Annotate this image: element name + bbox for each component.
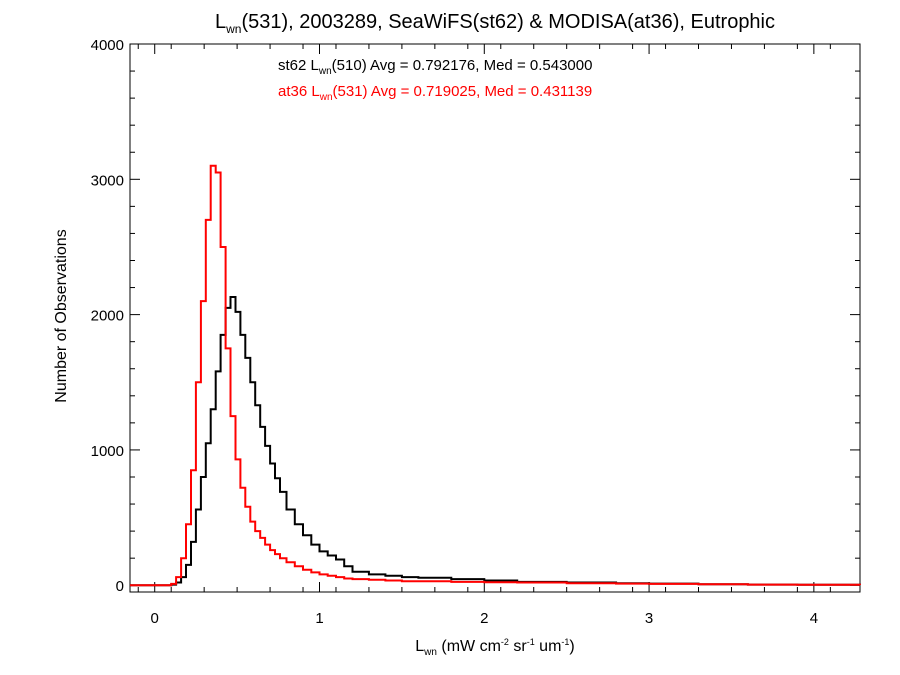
y-tick-label: 3000 <box>91 172 124 189</box>
x-axis-label: Lwn (mW cm-2 sr-1 um-1) <box>415 637 575 658</box>
x-tick-label: 3 <box>645 610 653 627</box>
plot-frame <box>129 43 861 593</box>
y-tick-label: 4000 <box>91 37 124 54</box>
st62-stats-sub: wn <box>318 66 332 77</box>
x-axis-label-p2: sr <box>509 638 527 655</box>
chart-title-rest: (531), 2003289, SeaWiFS(st62) & MODISA(a… <box>241 11 775 33</box>
x-axis-label-s1: -2 <box>501 637 509 647</box>
tick-layer: 0 1 2 3 4 0 1000 2000 3000 4000 <box>91 37 860 627</box>
chart-title-sub: wn <box>225 22 241 36</box>
st62-stats-part1: st62 L <box>278 57 319 74</box>
x-axis-label-sub: wn <box>423 647 437 658</box>
x-tick-label: 1 <box>315 610 323 627</box>
at36-stats-part2: (531) Avg = 0.719025, Med = 0.431139 <box>333 83 593 100</box>
y-tick-label: 1000 <box>91 443 124 460</box>
x-axis-label-base: L <box>415 638 424 655</box>
x-axis-label-p4: ) <box>569 638 574 655</box>
series-layer <box>130 164 861 587</box>
chart-title-base: L <box>215 11 226 33</box>
st62-stats-part2: (510) Avg = 0.792176, Med = 0.543000 <box>332 57 593 74</box>
at36-stats-part1: at36 L <box>278 83 320 100</box>
st62-stats-annotation: st62 Lwn(510) Avg = 0.792176, Med = 0.54… <box>278 57 592 77</box>
at36-stats-sub: wn <box>319 92 333 103</box>
x-axis-label-s3: -1 <box>561 637 569 647</box>
st62-histogram-line <box>130 296 861 587</box>
x-axis-label-p3: um <box>535 638 562 655</box>
at36-histogram-line <box>130 164 861 587</box>
at36-stats-annotation: at36 Lwn(531) Avg = 0.719025, Med = 0.43… <box>278 83 592 103</box>
y-tick-label: 2000 <box>91 308 124 325</box>
x-tick-label: 4 <box>810 610 818 627</box>
x-tick-label: 2 <box>480 610 488 627</box>
x-axis-label-p1: (mW cm <box>437 638 501 655</box>
x-axis-label-s2: -1 <box>527 637 535 647</box>
y-tick-label: 0 <box>116 578 124 595</box>
y-axis-label: Number of Observations <box>53 229 70 402</box>
x-tick-label: 0 <box>151 610 159 627</box>
chart-title: Lwn(531), 2003289, SeaWiFS(st62) & MODIS… <box>215 11 775 36</box>
